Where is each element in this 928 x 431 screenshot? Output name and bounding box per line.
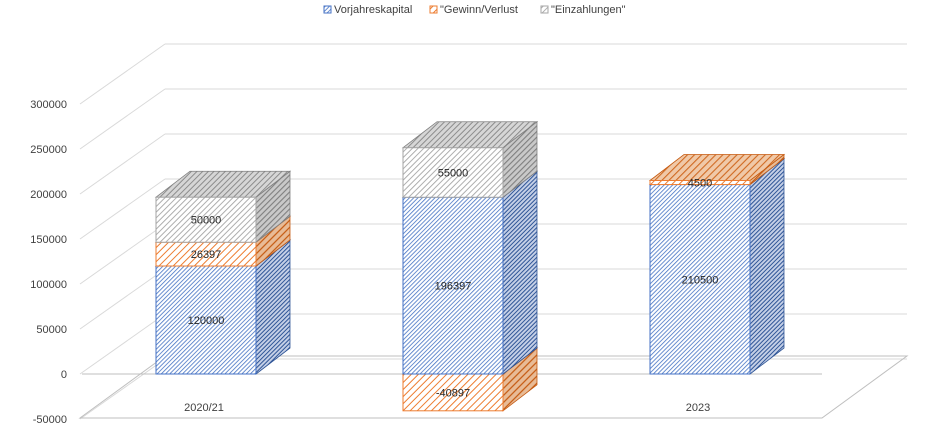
- legend: Vorjahreskapital "Gewinn/Verlust "Einzahlu…: [323, 4, 626, 16]
- bar-front-face: [649, 184, 751, 375]
- bar-segment: [401, 120, 539, 199]
- data-label: 50000: [191, 215, 222, 227]
- legend-item: "Gewinn/Verlust: [429, 4, 518, 16]
- legend-swatch: [540, 5, 549, 14]
- gridline-side: [79, 268, 166, 330]
- y-tick-label: 250000: [30, 144, 67, 156]
- bar-front-face: [402, 196, 504, 375]
- bar-front-face: [155, 196, 257, 243]
- y-tick-label: 50000: [36, 324, 67, 336]
- bar-side-face: [749, 157, 785, 375]
- legend-swatch: [323, 5, 332, 14]
- y-axis-ticks: -50000 0 50000 100000 150000 200000 250000 3000…: [30, 99, 67, 426]
- data-label: 210500: [682, 274, 719, 286]
- y-tick-label: -50000: [33, 414, 67, 426]
- y-tick-label: 300000: [30, 99, 67, 111]
- legend-item: Vorjahreskapital: [323, 4, 412, 16]
- x-tick-label: 2023: [686, 402, 710, 414]
- bar-front-face: [402, 373, 504, 412]
- data-label: 26397: [191, 249, 222, 261]
- y-tick-label: 150000: [30, 234, 67, 246]
- floor-outline: [78, 355, 909, 419]
- legend-label: "Einzahlungen": [551, 4, 626, 16]
- gridline-side: [79, 88, 166, 150]
- data-label: 4500: [688, 178, 712, 190]
- gridline-side: [79, 223, 166, 285]
- bar-front-face: [402, 147, 504, 198]
- data-labels: 120000 26397 50000 -40897 196397 55000 210500 4…: [188, 167, 719, 399]
- bar-segment: [648, 157, 786, 375]
- bar-front-face: [155, 265, 257, 375]
- data-label: 120000: [188, 315, 225, 327]
- bars: [154, 120, 786, 412]
- bar-front-face: [649, 180, 751, 186]
- y-tick-label: 0: [61, 369, 67, 381]
- gridline-side: [79, 133, 166, 195]
- gridline-side: [79, 43, 166, 105]
- y-tick-label: 200000: [30, 189, 67, 201]
- data-label: 55000: [438, 167, 469, 179]
- bar-side-face: [502, 170, 538, 375]
- legend-item: "Einzahlungen": [540, 4, 626, 16]
- legend-label: "Gewinn/Verlust: [440, 4, 518, 16]
- legend-label: Vorjahreskapital: [334, 4, 412, 16]
- data-label: 196397: [435, 281, 472, 293]
- x-tick-label: 2020/21: [184, 402, 224, 414]
- bar-segment: [401, 170, 539, 375]
- bar-segment: [648, 153, 786, 186]
- gridline-side: [79, 313, 166, 375]
- legend-swatch: [429, 5, 438, 14]
- data-label: -40897: [436, 387, 470, 399]
- gridline-side: [79, 178, 166, 240]
- bar-segment: [154, 170, 292, 244]
- y-tick-label: 100000: [30, 279, 67, 291]
- gridline-side: [79, 358, 166, 420]
